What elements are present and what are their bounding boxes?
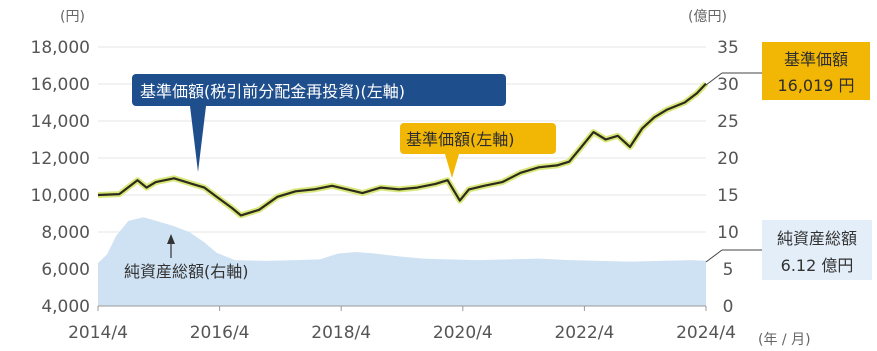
- left-tick-label: 18,000: [31, 38, 90, 58]
- latest-nav-box: 基準価額 16,019 円: [705, 42, 870, 100]
- latest-nav-title: 基準価額: [784, 50, 848, 69]
- latest-aum-box: 純資産総額 6.12 億円: [705, 220, 872, 280]
- right-tick-label: 0: [723, 297, 734, 317]
- nav-callout: 基準価額(左軸): [400, 123, 556, 178]
- reinvest-callout-label: 基準価額(税引前分配金再投資)(左軸): [140, 82, 405, 101]
- right-tick-label: 10: [717, 223, 739, 243]
- x-axis-ticks: 2014/4 2016/4 2018/4 2020/4 2022/4 2024/4: [68, 306, 736, 343]
- right-tick-label: 20: [717, 149, 739, 169]
- aum-callout: 純資産総額(右軸): [124, 234, 249, 281]
- right-tick-label: 25: [717, 112, 739, 132]
- left-tick-label: 6,000: [41, 260, 90, 280]
- x-tick-label: 2014/4: [68, 323, 128, 343]
- left-tick-label: 16,000: [31, 75, 90, 95]
- x-tick-label: 2022/4: [554, 323, 614, 343]
- right-tick-label: 15: [717, 186, 739, 206]
- nav-callout-label: 基準価額(左軸): [406, 130, 515, 149]
- net-assets-area: [98, 217, 706, 306]
- left-axis-unit: (円): [60, 9, 85, 25]
- nav-line: [97, 82, 707, 217]
- right-tick-label: 35: [717, 38, 739, 58]
- right-tick-label: 30: [717, 75, 739, 95]
- reinvest-callout: 基準価額(税引前分配金再投資)(左軸): [132, 74, 506, 172]
- x-tick-label: 2024/4: [676, 323, 736, 343]
- left-tick-label: 4,000: [41, 297, 90, 317]
- latest-aum-title: 純資産総額: [777, 229, 857, 248]
- left-tick-label: 12,000: [31, 149, 90, 169]
- x-axis-unit: (年 / 月): [758, 332, 811, 348]
- right-axis-unit: (億円): [688, 9, 727, 25]
- aum-callout-label: 純資産総額(右軸): [124, 262, 249, 281]
- right-tick-label: 5: [723, 260, 734, 280]
- x-tick-label: 2018/4: [311, 323, 371, 343]
- latest-nav-value: 16,019 円: [777, 76, 854, 95]
- left-axis-ticks: 4,000 6,000 8,000 10,000 12,000 14,000 16,000 1…: [31, 38, 90, 317]
- left-tick-label: 14,000: [31, 112, 90, 132]
- right-axis-ticks: 0 5 10 15 20 25 30 35: [717, 38, 739, 317]
- left-tick-label: 8,000: [41, 223, 90, 243]
- latest-aum-value: 6.12 億円: [781, 256, 854, 275]
- x-tick-label: 2020/4: [433, 323, 493, 343]
- left-tick-label: 10,000: [31, 186, 90, 206]
- x-tick-label: 2016/4: [190, 323, 250, 343]
